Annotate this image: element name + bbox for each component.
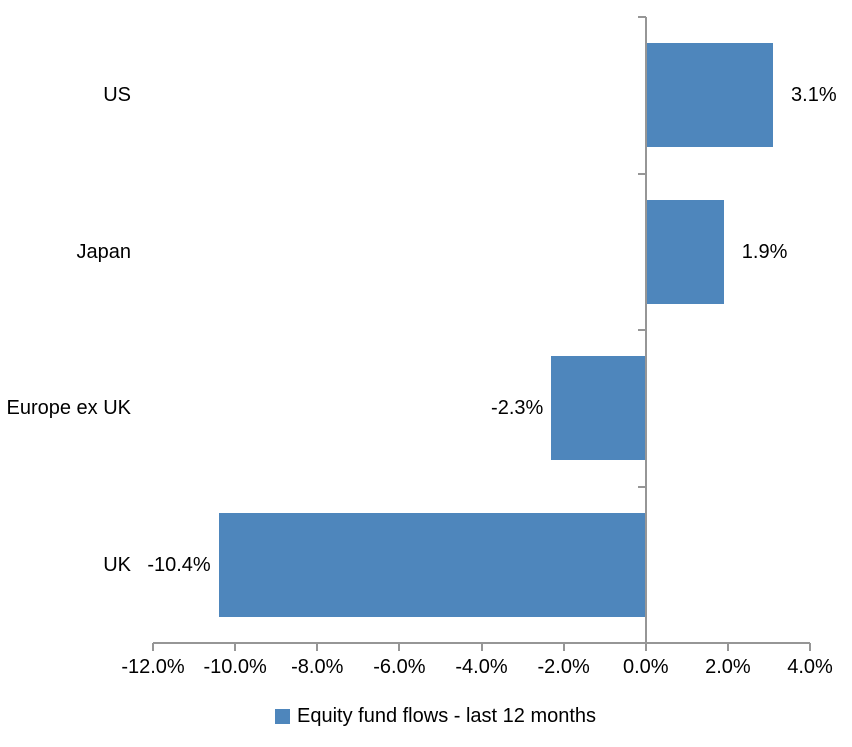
y-axis-tick [637, 485, 646, 488]
y-axis-tick [637, 172, 646, 175]
x-axis-tick-label: 2.0% [705, 656, 751, 678]
value-label-us: 3.1% [791, 84, 837, 107]
x-axis-tick-label: -6.0% [373, 656, 426, 678]
x-axis-tick [398, 643, 401, 651]
legend-item[interactable]: Equity fund flows - last 12 months [275, 704, 596, 728]
category-label-us: US [103, 84, 131, 107]
x-axis-tick-label: -4.0% [455, 656, 508, 678]
legend-swatch-icon [275, 708, 290, 724]
value-label-japan: 1.9% [741, 240, 788, 263]
category-label-uk: UK [103, 553, 131, 576]
y-axis-line [644, 17, 647, 651]
x-axis-tick [809, 643, 811, 651]
x-axis-tick [234, 643, 237, 651]
x-axis-tick [316, 643, 319, 651]
x-axis-tick-label: -12.0% [121, 656, 185, 678]
bar-us[interactable] [645, 43, 774, 148]
x-axis-tick [152, 643, 154, 651]
bar-europe-ex-uk[interactable] [551, 356, 646, 461]
bar-uk[interactable] [218, 512, 646, 617]
x-axis-tick-label: 4.0% [787, 656, 833, 678]
y-axis-tick [637, 329, 646, 331]
x-axis-tick-label: -10.0% [203, 656, 267, 678]
x-axis-tick-label: -8.0% [291, 656, 344, 678]
category-label-europe-ex-uk: Europe ex UK [6, 397, 131, 420]
x-axis-tick-label: 0.0% [622, 656, 669, 678]
category-label-japan: Japan [76, 240, 132, 263]
value-label-uk: -10.4% [147, 553, 211, 576]
bar-japan[interactable] [645, 199, 724, 304]
y-axis-tick [637, 16, 646, 18]
x-axis-tick [480, 643, 483, 651]
value-label-europe-ex-uk: -2.3% [491, 397, 544, 420]
x-axis-tick-label: -2.0% [537, 656, 590, 678]
x-axis-line [153, 642, 810, 644]
x-axis-tick [726, 643, 729, 651]
x-axis-tick [562, 643, 565, 651]
legend-label: Equity fund flows - last 12 months [297, 705, 597, 727]
